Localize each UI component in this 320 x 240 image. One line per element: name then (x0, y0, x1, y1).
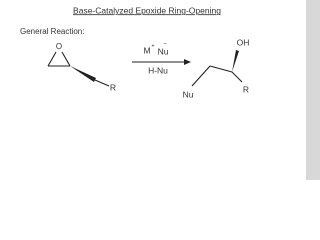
bond (231, 71, 243, 83)
slide-background (0, 0, 320, 180)
product-hydroxyl: OH (237, 37, 250, 47)
anion-charge: − (163, 42, 167, 48)
product-nucleophile: Nu (183, 89, 194, 99)
product-skeleton (191, 50, 243, 87)
title: Base-Catalyzed Epoxide Ring-Opening (73, 5, 221, 15)
bond (47, 51, 57, 67)
reactant-substituent: R (110, 82, 116, 92)
arrow-head (184, 59, 191, 65)
right-margin (306, 0, 320, 180)
wedge-bond (232, 50, 239, 72)
bond (191, 65, 211, 87)
anion: Nu (158, 46, 169, 56)
bond (61, 51, 71, 67)
product-substituent: R (243, 84, 249, 94)
second-reagent: H-Nu (148, 65, 168, 75)
wedge-bond (70, 66, 96, 82)
ring-atom: O (56, 42, 62, 51)
epoxide (47, 51, 96, 82)
slide: Base-Catalyzed Epoxide Ring-Opening Gene… (0, 0, 320, 180)
cation-charge: + (151, 43, 154, 49)
bond (94, 79, 110, 87)
bond (209, 65, 233, 73)
cation: M (143, 45, 150, 55)
subtitle: General Reaction: (20, 27, 84, 36)
